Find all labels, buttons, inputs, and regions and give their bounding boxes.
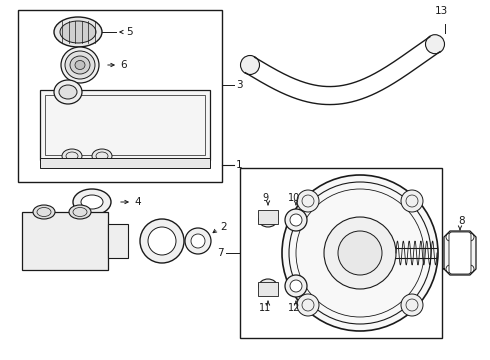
Text: 5: 5 <box>126 27 133 37</box>
Text: 11: 11 <box>259 303 271 313</box>
Polygon shape <box>444 231 476 275</box>
Bar <box>240 168 442 338</box>
Circle shape <box>282 175 438 331</box>
Text: 2: 2 <box>220 222 227 232</box>
Ellipse shape <box>65 51 95 79</box>
Ellipse shape <box>140 219 184 263</box>
Ellipse shape <box>259 213 277 227</box>
Ellipse shape <box>61 47 99 83</box>
Ellipse shape <box>185 228 211 254</box>
Text: 1: 1 <box>236 160 243 170</box>
Circle shape <box>466 233 474 241</box>
Text: 4: 4 <box>134 197 141 207</box>
Ellipse shape <box>285 275 307 297</box>
Ellipse shape <box>290 214 302 226</box>
Bar <box>45 95 205 155</box>
Circle shape <box>297 294 319 316</box>
Text: 8: 8 <box>459 216 466 226</box>
Bar <box>40 90 210 160</box>
Bar <box>108 224 128 258</box>
Text: 3: 3 <box>236 80 243 90</box>
Bar <box>22 212 108 270</box>
Ellipse shape <box>33 205 55 219</box>
Ellipse shape <box>81 195 103 209</box>
Ellipse shape <box>62 149 82 163</box>
Bar <box>258 282 278 296</box>
Ellipse shape <box>73 189 111 215</box>
Bar <box>18 10 222 182</box>
Bar <box>40 158 210 168</box>
Ellipse shape <box>54 17 102 47</box>
Text: 12: 12 <box>288 303 300 313</box>
Circle shape <box>446 233 454 241</box>
Circle shape <box>338 231 382 275</box>
Text: 10: 10 <box>288 193 300 203</box>
Text: 13: 13 <box>434 6 448 16</box>
Text: 9: 9 <box>262 193 268 203</box>
Ellipse shape <box>241 55 260 75</box>
FancyBboxPatch shape <box>449 232 471 274</box>
Ellipse shape <box>54 80 82 104</box>
Circle shape <box>401 294 423 316</box>
Text: 6: 6 <box>120 60 126 70</box>
Bar <box>258 210 278 224</box>
Ellipse shape <box>148 227 176 255</box>
Ellipse shape <box>285 209 307 231</box>
Ellipse shape <box>75 60 85 69</box>
Ellipse shape <box>425 35 444 54</box>
Ellipse shape <box>70 56 90 74</box>
Ellipse shape <box>59 85 77 99</box>
Ellipse shape <box>259 279 277 293</box>
Text: 7: 7 <box>218 248 224 258</box>
Circle shape <box>466 265 474 273</box>
Circle shape <box>297 190 319 212</box>
Circle shape <box>324 217 396 289</box>
Circle shape <box>446 265 454 273</box>
Ellipse shape <box>92 149 112 163</box>
Ellipse shape <box>290 280 302 292</box>
Ellipse shape <box>191 234 205 248</box>
Circle shape <box>401 190 423 212</box>
Ellipse shape <box>69 205 91 219</box>
Ellipse shape <box>60 21 96 43</box>
